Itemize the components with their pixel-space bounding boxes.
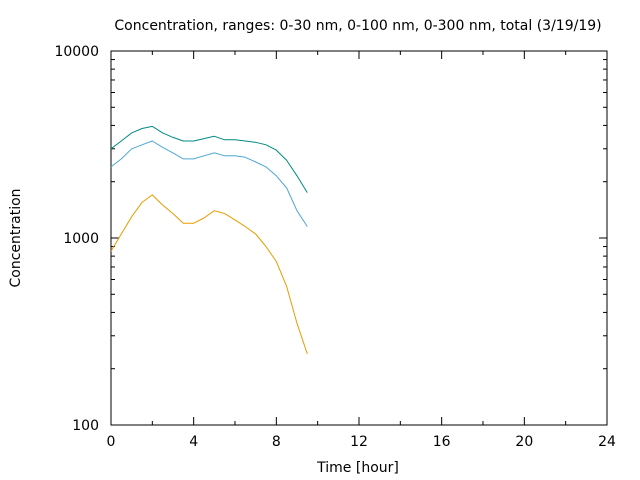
x-tick-label: 4: [189, 434, 198, 450]
series-line-2: [110, 140, 308, 227]
y-tick-label: 1000: [63, 231, 99, 247]
series-line-3: [110, 194, 308, 355]
series-line-1: [110, 125, 308, 193]
x-tick-label: 16: [433, 434, 451, 450]
y-tick-label: 100: [72, 418, 99, 434]
x-tick-label: 8: [272, 434, 281, 450]
x-tick-label: 20: [515, 434, 533, 450]
y-ticks: 100 1000 10000: [54, 44, 607, 434]
x-tick-label: 24: [598, 434, 616, 450]
y-axis-label: Concentration: [8, 188, 24, 287]
x-ticks: 0 4 8 12 16 20 24: [107, 51, 616, 450]
x-tick-label: 12: [350, 434, 368, 450]
y-tick-label: 10000: [54, 44, 99, 60]
plot-frame: [110, 50, 608, 426]
chart-title: Concentration, ranges: 0-30 nm, 0-100 nm…: [114, 18, 601, 34]
series-group: [110, 125, 308, 355]
x-tick-label: 0: [107, 434, 116, 450]
x-axis-label: Time [hour]: [316, 460, 399, 476]
